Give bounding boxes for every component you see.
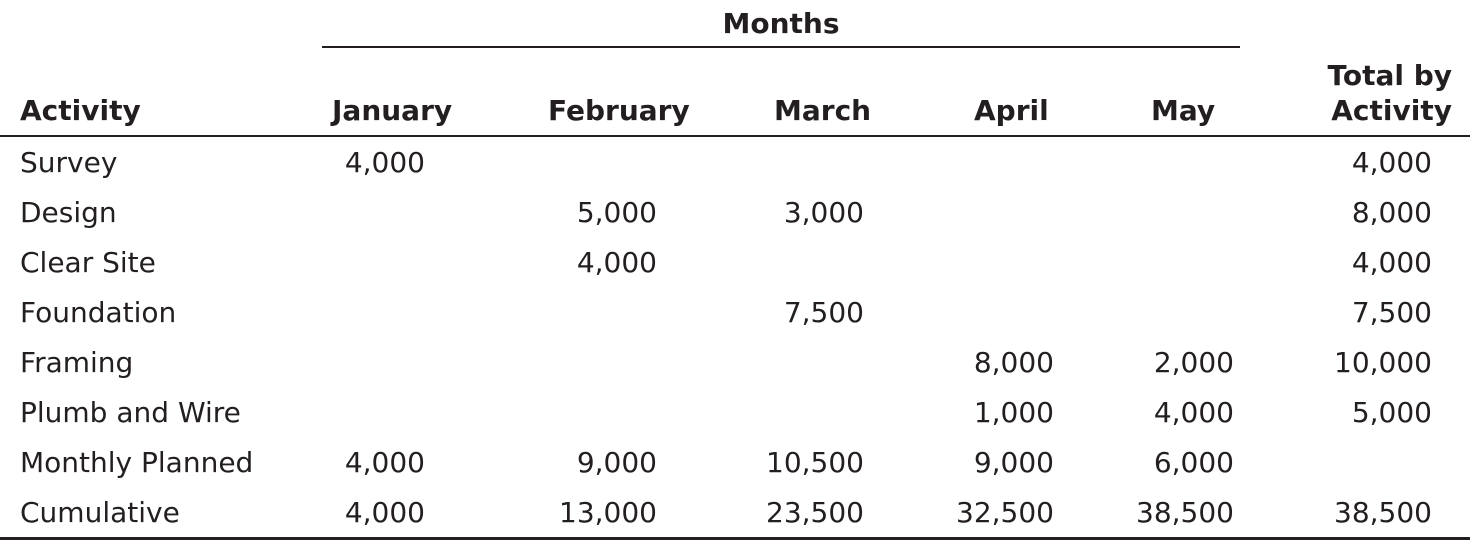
january-value-cell: 4,000 (344, 496, 425, 529)
may-value-cell: 2,000 (1153, 346, 1234, 379)
table-row: Cumulative 4,000 13,000 23,500 32,500 38,500 3… (0, 488, 1470, 538)
table-row: Design 5,000 3,000 8,000 (0, 188, 1470, 238)
january-value-cell: 4,000 (344, 446, 425, 479)
total-value-cell: 4,000 (1351, 246, 1432, 279)
april-value-cell: 9,000 (973, 446, 1054, 479)
may-value-cell: 6,000 (1153, 446, 1234, 479)
activity-cell: Survey (20, 146, 118, 179)
activity-cell: Framing (20, 346, 134, 379)
february-value-cell: 13,000 (559, 496, 657, 529)
february-value-cell: 4,000 (576, 246, 657, 279)
may-value-cell: 4,000 (1153, 396, 1234, 429)
bottom-rule (0, 537, 1470, 540)
march-value-cell: 7,500 (783, 296, 864, 329)
activity-cell: Clear Site (20, 246, 156, 279)
total-column-header-line1: Total by (1327, 59, 1452, 92)
may-column-header: May (1151, 94, 1216, 127)
march-value-cell: 23,500 (766, 496, 864, 529)
march-value-cell: 10,500 (766, 446, 864, 479)
april-column-header: April (974, 94, 1049, 127)
months-group-header: Months (722, 7, 840, 40)
february-value-cell: 5,000 (576, 196, 657, 229)
total-value-cell: 7,500 (1351, 296, 1432, 329)
activity-cell: Plumb and Wire (20, 396, 241, 429)
activity-cell: Foundation (20, 296, 177, 329)
table-row: Monthly Planned 4,000 9,000 10,500 9,000 6,00… (0, 438, 1470, 488)
table-row: Plumb and Wire 1,000 4,000 5,000 (0, 388, 1470, 438)
total-value-cell: 5,000 (1351, 396, 1432, 429)
january-column-header: January (332, 94, 453, 127)
table-row: Clear Site 4,000 4,000 (0, 238, 1470, 288)
february-value-cell: 9,000 (576, 446, 657, 479)
table-row: Foundation 7,500 7,500 (0, 288, 1470, 338)
activity-cell: Design (20, 196, 117, 229)
total-value-cell: 10,000 (1334, 346, 1432, 379)
january-value-cell: 4,000 (344, 146, 425, 179)
table-row: Survey 4,000 4,000 (0, 138, 1470, 188)
activity-cell: Cumulative (20, 496, 180, 529)
activity-cell: Monthly Planned (20, 446, 254, 479)
header-rule (0, 135, 1470, 137)
months-group-rule (322, 46, 1240, 48)
total-value-cell: 4,000 (1351, 146, 1432, 179)
april-value-cell: 32,500 (956, 496, 1054, 529)
table-row: Framing 8,000 2,000 10,000 (0, 338, 1470, 388)
march-value-cell: 3,000 (783, 196, 864, 229)
may-value-cell: 38,500 (1136, 496, 1234, 529)
april-value-cell: 1,000 (973, 396, 1054, 429)
march-column-header: March (774, 94, 872, 127)
february-column-header: February (548, 94, 690, 127)
total-value-cell: 8,000 (1351, 196, 1432, 229)
april-value-cell: 8,000 (973, 346, 1054, 379)
activity-column-header: Activity (20, 94, 141, 127)
total-column-header-line2: Activity (1331, 94, 1452, 127)
total-value-cell: 38,500 (1334, 496, 1432, 529)
